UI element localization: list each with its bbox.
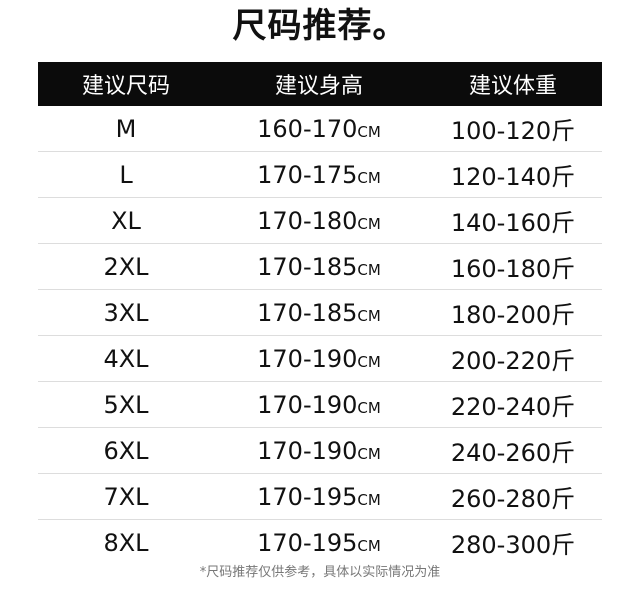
height-cell: 160-170CM — [214, 115, 424, 143]
height-unit: CM — [357, 168, 381, 187]
size-cell: XL — [111, 206, 141, 235]
weight-cell: 140-160斤 — [424, 203, 602, 238]
size-cell: 5XL — [103, 390, 149, 419]
weight-cell: 160-180斤 — [424, 249, 602, 284]
table-row: 5XL 170-190CM 220-240斤 — [38, 382, 602, 428]
height-unit: CM — [357, 122, 381, 141]
weight-unit: 斤 — [551, 255, 576, 283]
header-size: 建议尺码 — [81, 74, 170, 99]
height-cell: 170-175CM — [214, 161, 424, 189]
footnote: *尺码推荐仅供参考，具体以实际情况为准 — [199, 565, 441, 580]
height-cell: 170-190CM — [214, 437, 424, 465]
table-row: 6XL 170-190CM 240-260斤 — [38, 428, 602, 474]
weight-unit: 斤 — [551, 301, 576, 329]
weight-cell: 200-220斤 — [424, 341, 602, 376]
table-row: XL 170-180CM 140-160斤 — [38, 198, 602, 244]
height-value: 170-185 — [257, 252, 358, 281]
size-cell: 8XL — [103, 528, 149, 557]
table-row: M 160-170CM 100-120斤 — [38, 106, 602, 152]
table-header: 建议尺码 建议身高 建议体重 — [38, 62, 602, 106]
header-height: 建议身高 — [274, 74, 363, 99]
table-row: 8XL 170-195CM 280-300斤 — [38, 520, 602, 565]
height-unit: CM — [357, 398, 381, 417]
weight-unit: 斤 — [551, 485, 576, 513]
height-unit: CM — [357, 490, 381, 509]
weight-unit: 斤 — [551, 347, 576, 375]
table-row: 2XL 170-185CM 160-180斤 — [38, 244, 602, 290]
weight-cell: 280-300斤 — [424, 525, 602, 560]
height-value: 170-180 — [257, 206, 358, 235]
height-value: 170-195 — [257, 528, 358, 557]
table-row: 7XL 170-195CM 260-280斤 — [38, 474, 602, 520]
height-unit: CM — [357, 214, 381, 233]
weight-cell: 220-240斤 — [424, 387, 602, 422]
size-cell: 4XL — [103, 344, 149, 373]
size-table: 建议尺码 建议身高 建议体重 M 160-170CM 100-120斤 L 170-17… — [38, 62, 602, 565]
weight-unit: 斤 — [551, 531, 576, 559]
table-row: 4XL 170-190CM 200-220斤 — [38, 336, 602, 382]
page-title: 尺码推荐。 — [232, 6, 408, 46]
weight-value: 180-200 — [450, 301, 552, 329]
weight-value: 120-140 — [450, 163, 552, 191]
header-weight: 建议体重 — [468, 74, 557, 99]
table-row: 3XL 170-185CM 180-200斤 — [38, 290, 602, 336]
height-cell: 170-185CM — [214, 299, 424, 327]
height-value: 170-175 — [257, 160, 358, 189]
height-cell: 170-195CM — [214, 529, 424, 557]
height-unit: CM — [357, 444, 381, 463]
weight-cell: 120-140斤 — [424, 157, 602, 192]
height-value: 170-195 — [257, 482, 358, 511]
weight-value: 100-120 — [450, 117, 552, 145]
height-unit: CM — [357, 536, 381, 555]
table-row: L 170-175CM 120-140斤 — [38, 152, 602, 198]
height-value: 160-170 — [257, 114, 358, 143]
height-unit: CM — [357, 352, 381, 371]
weight-value: 280-300 — [450, 531, 552, 559]
weight-value: 200-220 — [450, 347, 552, 375]
weight-value: 260-280 — [450, 485, 552, 513]
height-unit: CM — [357, 306, 381, 325]
size-cell: M — [115, 114, 137, 143]
height-value: 170-190 — [257, 436, 358, 465]
weight-value: 220-240 — [450, 393, 552, 421]
weight-cell: 260-280斤 — [424, 479, 602, 514]
weight-value: 240-260 — [450, 439, 552, 467]
height-cell: 170-180CM — [214, 207, 424, 235]
weight-unit: 斤 — [551, 117, 576, 145]
size-cell: 3XL — [103, 298, 149, 327]
weight-unit: 斤 — [551, 439, 576, 467]
weight-cell: 180-200斤 — [424, 295, 602, 330]
height-value: 170-190 — [257, 390, 358, 419]
height-value: 170-190 — [257, 344, 358, 373]
size-cell: 2XL — [103, 252, 149, 281]
weight-unit: 斤 — [551, 163, 576, 191]
weight-value: 140-160 — [450, 209, 552, 237]
weight-cell: 100-120斤 — [424, 111, 602, 146]
weight-cell: 240-260斤 — [424, 433, 602, 468]
size-cell: 7XL — [103, 482, 149, 511]
height-cell: 170-190CM — [214, 345, 424, 373]
height-cell: 170-185CM — [214, 253, 424, 281]
height-value: 170-185 — [257, 298, 358, 327]
size-cell: 6XL — [103, 436, 149, 465]
weight-unit: 斤 — [551, 209, 576, 237]
height-unit: CM — [357, 260, 381, 279]
height-cell: 170-190CM — [214, 391, 424, 419]
weight-unit: 斤 — [551, 393, 576, 421]
weight-value: 160-180 — [450, 255, 552, 283]
height-cell: 170-195CM — [214, 483, 424, 511]
size-cell: L — [119, 160, 133, 189]
